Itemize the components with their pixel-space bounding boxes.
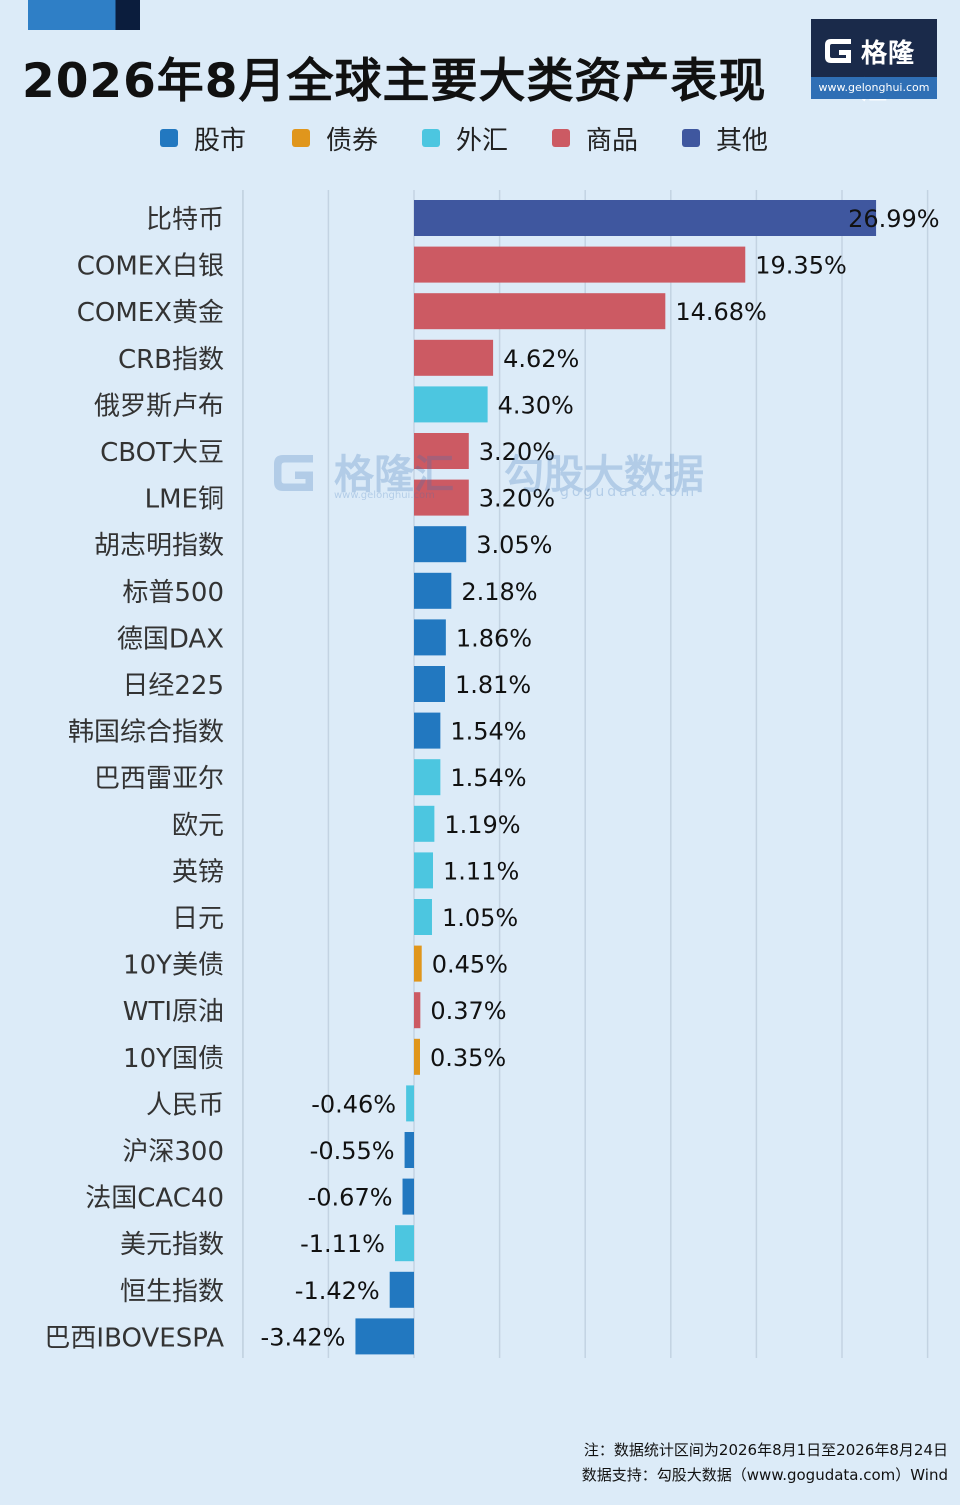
category-label: 日经225	[122, 671, 224, 701]
category-label: 俄罗斯卢布	[94, 391, 224, 421]
corner-decoration	[28, 0, 140, 30]
bar	[355, 1318, 414, 1355]
gelonghui-logo-icon	[825, 39, 851, 63]
legend-swatch	[682, 129, 700, 147]
bar	[414, 339, 494, 376]
value-label: 1.54%	[450, 718, 526, 746]
bar	[414, 899, 432, 935]
legend-label: 外汇	[456, 125, 509, 156]
bar	[414, 572, 452, 609]
category-label: COMEX黄金	[77, 298, 224, 328]
value-label: -1.42%	[295, 1277, 380, 1305]
legend-item-commodities: 商品	[552, 120, 638, 156]
category-label: 沪深300	[122, 1137, 224, 1167]
value-label: 0.35%	[430, 1044, 506, 1072]
category-label: 美元指数	[120, 1230, 224, 1260]
bar	[414, 805, 435, 842]
bar	[404, 1132, 414, 1168]
logo-url: www.gelonghui.com	[811, 77, 937, 99]
value-label: -0.46%	[311, 1090, 396, 1118]
footer-source: 数据支持：勾股大数据（www.gogudata.com）Wind	[581, 1466, 948, 1484]
bar-chart: 比特币 26.99% COMEX白银 19.35% COMEX黄金 14.68% CRB指数…	[44, 190, 940, 1358]
category-label: 日元	[172, 904, 224, 934]
category-label: COMEX白银	[77, 252, 224, 282]
bar	[414, 992, 421, 1029]
value-label: 1.54%	[450, 764, 526, 792]
legend-swatch	[160, 129, 178, 147]
bar	[414, 526, 467, 563]
footer-note: 注：数据统计区间为2026年8月1日至2026年8月24日	[583, 1441, 948, 1459]
category-label: CBOT大豆	[100, 438, 224, 468]
category-label: 巴西IBOVESPA	[44, 1323, 224, 1353]
page-title: 2026年8月全球主要大类资产表现	[22, 54, 767, 109]
value-label: 1.86%	[456, 624, 532, 652]
category-label: 标普500	[122, 578, 224, 608]
legend-swatch	[552, 129, 570, 147]
category-label: 欧元	[172, 811, 224, 841]
legend-label: 其他	[716, 125, 769, 156]
value-label: 2.18%	[461, 578, 537, 606]
value-label: 3.05%	[476, 531, 552, 559]
category-label: 胡志明指数	[94, 531, 224, 561]
legend-item-fx: 外汇	[422, 120, 508, 156]
bar	[414, 479, 469, 516]
category-label: 比特币	[146, 205, 224, 235]
value-label: 3.20%	[479, 438, 555, 466]
category-label: 韩国综合指数	[68, 718, 224, 748]
value-label: 1.11%	[443, 857, 519, 885]
category-label: 恒生指数	[120, 1277, 224, 1307]
brand-logo: 格隆汇 www.gelonghui.com	[811, 19, 937, 106]
value-label: -0.67%	[308, 1184, 393, 1212]
bar	[414, 759, 441, 796]
bar	[414, 386, 488, 423]
legend-label: 商品	[586, 125, 639, 156]
value-label: 4.30%	[498, 391, 574, 419]
legend-item-stocks: 股市	[160, 120, 246, 156]
value-label: 0.37%	[430, 997, 506, 1025]
bar	[414, 1038, 420, 1075]
bar	[406, 1085, 414, 1122]
category-label: LME铜	[145, 485, 224, 515]
category-label: 10Y国债	[123, 1044, 224, 1074]
category-label: 10Y美债	[123, 951, 224, 981]
value-label: 14.68%	[675, 298, 767, 326]
value-label: 26.99%	[848, 205, 940, 233]
value-label: 4.62%	[503, 345, 579, 373]
legend-label: 股市	[194, 125, 247, 156]
category-label: WTI原油	[123, 997, 224, 1027]
bar	[389, 1271, 414, 1308]
legend-swatch	[422, 129, 440, 147]
bar	[414, 852, 434, 889]
bar	[414, 666, 445, 702]
legend-item-bonds: 债券	[292, 120, 378, 156]
value-label: 1.19%	[444, 811, 520, 839]
value-label: -0.55%	[310, 1137, 395, 1165]
category-label: CRB指数	[118, 345, 224, 375]
bar	[414, 200, 877, 236]
category-label: 英镑	[172, 857, 224, 887]
legend-swatch	[292, 129, 310, 147]
value-label: 1.81%	[455, 671, 531, 699]
value-label: 3.20%	[479, 485, 555, 513]
category-label: 人民币	[146, 1090, 224, 1120]
bar	[414, 619, 446, 656]
bar	[402, 1178, 414, 1215]
category-label: 法国CAC40	[85, 1184, 224, 1214]
value-label: 0.45%	[432, 951, 508, 979]
legend-label: 债券	[326, 125, 379, 156]
value-label: 19.35%	[755, 252, 847, 280]
bar	[414, 712, 441, 749]
value-label: -3.42%	[261, 1323, 346, 1351]
bar	[414, 945, 422, 982]
category-label: 德国DAX	[117, 624, 224, 654]
bar	[414, 433, 469, 469]
bar	[414, 293, 666, 330]
legend-item-other: 其他	[682, 120, 768, 156]
category-label: 巴西雷亚尔	[94, 764, 224, 794]
value-label: 1.05%	[442, 904, 518, 932]
bar	[414, 246, 746, 283]
legend: 股市 债券 外汇 商品 其他	[0, 120, 960, 156]
bar	[394, 1225, 414, 1262]
value-label: -1.11%	[300, 1230, 385, 1258]
